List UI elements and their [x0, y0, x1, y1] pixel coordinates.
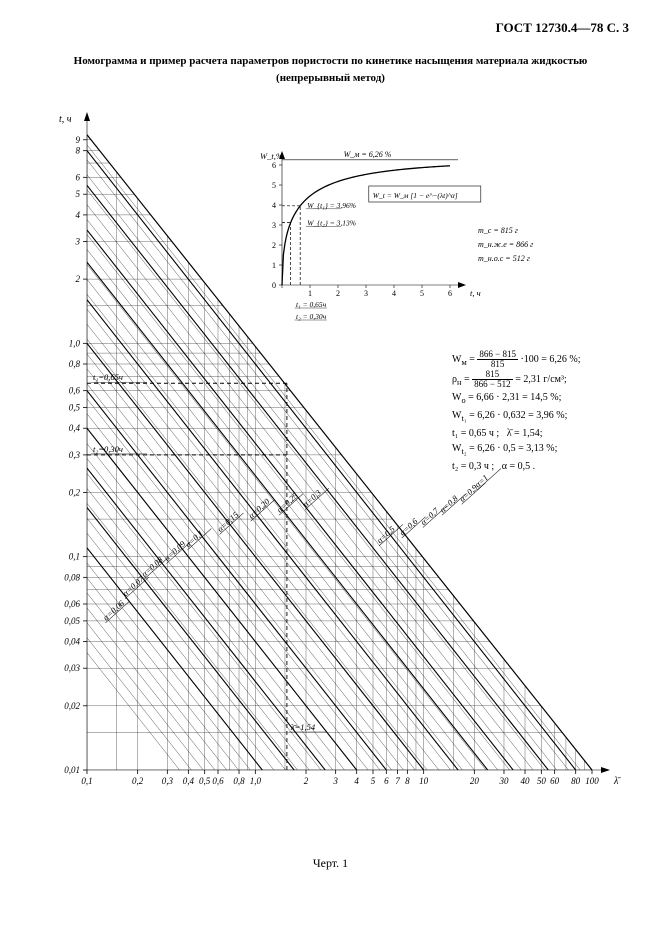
svg-text:0,3: 0,3 [162, 776, 174, 786]
svg-text:0,03: 0,03 [64, 664, 80, 674]
svg-text:40: 40 [521, 776, 531, 786]
svg-text:t₁ = 0,65ч: t₁ = 0,65ч [296, 300, 327, 309]
svg-text:20: 20 [470, 776, 480, 786]
svg-text:α=0,1: α=0,1 [183, 528, 205, 549]
svg-text:λ̄: λ̄ [613, 776, 621, 787]
svg-text:1,0: 1,0 [69, 339, 81, 349]
svg-text:t₂=0,30ч: t₂=0,30ч [93, 444, 123, 454]
svg-text:3: 3 [332, 776, 338, 786]
svg-text:3: 3 [272, 221, 276, 230]
svg-text:6: 6 [76, 173, 81, 183]
figure-area: 0,01 0,02 0,03 0,04 0,05 0,06 0,08 0,1 0,2 0,3 0,4… [32, 90, 629, 850]
svg-text:0,4: 0,4 [183, 776, 195, 786]
svg-text:W_{t₂} = 3,13%: W_{t₂} = 3,13% [307, 219, 356, 228]
svg-text:α=0,15: α=0,15 [215, 510, 240, 534]
svg-text:100: 100 [585, 776, 599, 786]
figure-title: Номограмма и пример расчета параметров п… [32, 54, 629, 68]
svg-text:4: 4 [392, 289, 396, 298]
svg-text:t₁=0,65ч: t₁=0,65ч [93, 373, 123, 383]
svg-text:0,4: 0,4 [69, 424, 81, 434]
svg-text:5: 5 [76, 190, 81, 200]
svg-text:α=0,3: α=0,3 [301, 488, 323, 509]
svg-text:0,5: 0,5 [199, 776, 211, 786]
svg-text:W_t = W_м [1 − e^−(λt)^α]: W_t = W_м [1 − e^−(λt)^α] [373, 191, 458, 200]
svg-text:t, ч: t, ч [470, 288, 481, 298]
svg-text:80: 80 [571, 776, 581, 786]
svg-text:0,6: 0,6 [69, 386, 81, 396]
svg-text:t₂ = 0,30ч: t₂ = 0,30ч [296, 312, 327, 321]
svg-text:0,02: 0,02 [64, 701, 80, 711]
svg-text:8: 8 [76, 146, 81, 156]
svg-text:0,1: 0,1 [81, 776, 92, 786]
svg-text:2: 2 [336, 289, 340, 298]
svg-text:0,8: 0,8 [69, 359, 81, 369]
svg-text:6: 6 [384, 776, 389, 786]
figure-subtitle: (непрерывный метод) [32, 72, 629, 84]
svg-text:W_{t₁} = 3,96%: W_{t₁} = 3,96% [307, 201, 356, 210]
svg-text:0,8: 0,8 [233, 776, 245, 786]
svg-text:0,04: 0,04 [64, 637, 80, 647]
svg-text:4: 4 [354, 776, 359, 786]
svg-text:3: 3 [75, 237, 81, 247]
svg-text:2: 2 [304, 776, 309, 786]
svg-text:m_н.о.с = 512 г: m_н.о.с = 512 г [478, 254, 530, 263]
svg-text:0,1: 0,1 [69, 552, 80, 562]
svg-text:2: 2 [76, 274, 81, 284]
svg-text:8: 8 [405, 776, 410, 786]
svg-text:α=0,5: α=0,5 [375, 524, 397, 545]
svg-text:1,0: 1,0 [250, 776, 262, 786]
svg-text:2: 2 [272, 241, 276, 250]
svg-text:α=0,06: α=0,06 [101, 598, 127, 623]
svg-text:30: 30 [498, 776, 509, 786]
svg-text:6: 6 [448, 289, 452, 298]
svg-text:0,06: 0,06 [64, 599, 80, 609]
figure-caption: Черт. 1 [32, 856, 629, 871]
svg-text:0,2: 0,2 [132, 776, 144, 786]
svg-text:0,2: 0,2 [69, 488, 81, 498]
svg-text:4: 4 [76, 210, 81, 220]
svg-text:6: 6 [272, 161, 276, 170]
svg-text:α=0,20: α=0,20 [246, 496, 272, 521]
svg-text:0,3: 0,3 [69, 450, 81, 460]
svg-text:λ̄=1,54: λ̄=1,54 [290, 722, 316, 732]
svg-text:m_н.ж.е = 866 г: m_н.ж.е = 866 г [478, 240, 533, 249]
svg-text:0: 0 [272, 281, 276, 290]
svg-text:5: 5 [420, 289, 424, 298]
svg-text:60: 60 [550, 776, 560, 786]
calculation-block: Wм = 866 − 815815 ·100 = 6,26 %;ρн = 815… [452, 350, 627, 474]
svg-text:3: 3 [364, 289, 368, 298]
page-header: ГОСТ 12730.4—78 С. 3 [32, 20, 629, 36]
svg-text:0,5: 0,5 [69, 403, 81, 413]
svg-text:W_t,%: W_t,% [260, 151, 283, 161]
svg-text:4: 4 [272, 201, 276, 210]
svg-text:50: 50 [537, 776, 547, 786]
svg-text:1: 1 [308, 289, 312, 298]
svg-text:5: 5 [371, 776, 376, 786]
svg-text:1: 1 [272, 261, 276, 270]
svg-text:α=0,6: α=0,6 [397, 516, 420, 538]
svg-text:0,6: 0,6 [212, 776, 224, 786]
svg-text:m_c = 815 г: m_c = 815 г [478, 226, 518, 235]
svg-text:W_м = 6,26 %: W_м = 6,26 % [344, 150, 392, 159]
svg-text:0,05: 0,05 [64, 616, 80, 626]
svg-text:t, ч: t, ч [59, 114, 72, 125]
svg-text:9: 9 [76, 135, 81, 145]
svg-text:5: 5 [272, 181, 276, 190]
svg-text:0,08: 0,08 [64, 573, 80, 583]
svg-text:7: 7 [395, 776, 400, 786]
svg-text:10: 10 [419, 776, 429, 786]
svg-text:0,01: 0,01 [64, 765, 80, 775]
